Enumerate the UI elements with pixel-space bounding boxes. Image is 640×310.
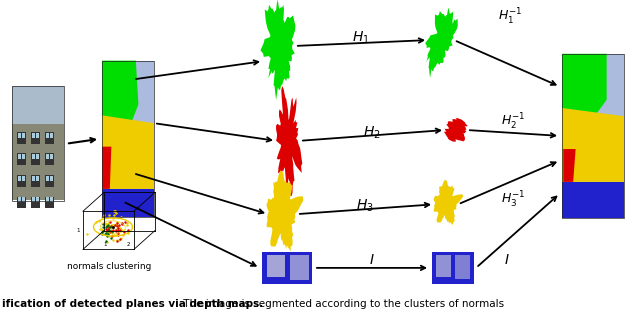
FancyBboxPatch shape	[18, 133, 21, 138]
Text: $H_3$: $H_3$	[356, 198, 374, 215]
FancyBboxPatch shape	[22, 197, 25, 202]
FancyBboxPatch shape	[31, 197, 40, 208]
FancyBboxPatch shape	[455, 255, 470, 279]
FancyBboxPatch shape	[22, 133, 25, 138]
Text: $H_3^{-1}$: $H_3^{-1}$	[501, 190, 525, 210]
FancyBboxPatch shape	[562, 182, 624, 218]
FancyBboxPatch shape	[12, 124, 64, 201]
Text: The image is segmented according to the clusters of normals: The image is segmented according to the …	[180, 299, 504, 309]
FancyBboxPatch shape	[32, 176, 35, 181]
FancyBboxPatch shape	[17, 132, 26, 144]
Polygon shape	[102, 147, 111, 189]
FancyBboxPatch shape	[31, 175, 40, 187]
Text: ification of detected planes via depth maps.: ification of detected planes via depth m…	[2, 299, 263, 309]
Polygon shape	[562, 54, 607, 123]
Text: 1: 1	[77, 228, 80, 233]
FancyBboxPatch shape	[262, 252, 312, 284]
FancyBboxPatch shape	[32, 133, 35, 138]
FancyBboxPatch shape	[432, 252, 474, 284]
FancyBboxPatch shape	[31, 132, 40, 144]
Text: 1: 1	[104, 242, 108, 247]
FancyBboxPatch shape	[36, 197, 39, 202]
Polygon shape	[102, 115, 154, 189]
Polygon shape	[425, 7, 458, 78]
FancyBboxPatch shape	[46, 197, 49, 202]
FancyBboxPatch shape	[45, 175, 54, 187]
Polygon shape	[434, 180, 463, 225]
Text: $H_1$: $H_1$	[352, 30, 370, 46]
Polygon shape	[276, 86, 302, 196]
FancyBboxPatch shape	[17, 197, 26, 208]
Text: $H_2^{-1}$: $H_2^{-1}$	[501, 112, 525, 132]
FancyBboxPatch shape	[289, 255, 308, 280]
FancyBboxPatch shape	[22, 176, 25, 181]
FancyBboxPatch shape	[32, 197, 35, 202]
FancyBboxPatch shape	[46, 133, 49, 138]
FancyBboxPatch shape	[12, 86, 64, 124]
FancyBboxPatch shape	[18, 176, 21, 181]
FancyBboxPatch shape	[32, 154, 35, 159]
FancyBboxPatch shape	[45, 197, 54, 208]
Text: $I$: $I$	[504, 253, 510, 267]
FancyBboxPatch shape	[562, 54, 624, 218]
FancyBboxPatch shape	[36, 176, 39, 181]
Text: $H_1^{-1}$: $H_1^{-1}$	[498, 7, 522, 27]
FancyBboxPatch shape	[36, 154, 39, 159]
FancyBboxPatch shape	[45, 153, 54, 165]
Polygon shape	[563, 149, 575, 182]
Text: 2: 2	[126, 242, 130, 247]
FancyBboxPatch shape	[102, 189, 154, 217]
FancyBboxPatch shape	[46, 176, 49, 181]
FancyBboxPatch shape	[31, 153, 40, 165]
FancyBboxPatch shape	[45, 132, 54, 144]
Text: $H_2$: $H_2$	[363, 125, 381, 141]
FancyBboxPatch shape	[36, 133, 39, 138]
FancyBboxPatch shape	[17, 153, 26, 165]
Polygon shape	[444, 118, 467, 142]
Polygon shape	[260, 0, 296, 100]
Text: normals clustering: normals clustering	[67, 262, 152, 272]
FancyBboxPatch shape	[50, 133, 53, 138]
Polygon shape	[562, 108, 624, 182]
FancyBboxPatch shape	[46, 154, 49, 159]
FancyBboxPatch shape	[17, 175, 26, 187]
FancyBboxPatch shape	[267, 255, 285, 277]
FancyBboxPatch shape	[22, 154, 25, 159]
Polygon shape	[266, 170, 303, 251]
FancyBboxPatch shape	[18, 197, 21, 202]
FancyBboxPatch shape	[50, 176, 53, 181]
FancyBboxPatch shape	[18, 154, 21, 159]
Polygon shape	[102, 61, 138, 139]
FancyBboxPatch shape	[50, 197, 53, 202]
FancyBboxPatch shape	[102, 61, 154, 217]
Text: $I$: $I$	[369, 253, 375, 267]
FancyBboxPatch shape	[50, 154, 53, 159]
FancyBboxPatch shape	[436, 255, 451, 277]
